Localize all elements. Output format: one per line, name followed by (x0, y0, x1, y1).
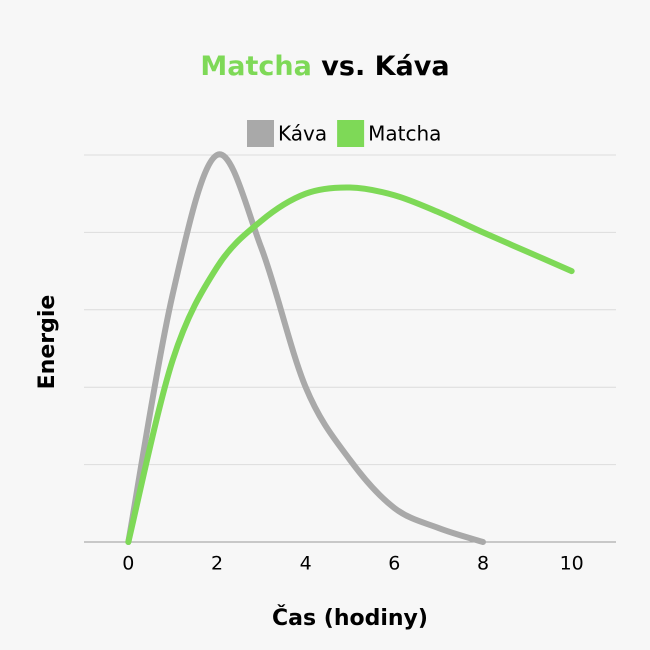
y-axis-label: Energie (35, 295, 60, 390)
x-tick-label: 4 (300, 553, 312, 575)
line-series (125, 184, 575, 545)
legend-swatch (247, 120, 274, 147)
x-tick-label: 8 (477, 553, 489, 575)
x-tick-label: 0 (122, 553, 134, 575)
legend: Káva Matcha (247, 120, 441, 147)
line-series (125, 151, 486, 545)
x-tick-label: 10 (560, 553, 584, 575)
x-tick-label: 6 (388, 553, 400, 575)
title-highlight: Matcha (200, 51, 311, 82)
legend-label: Káva (278, 122, 327, 146)
chart-title: Matcha vs. Káva (200, 51, 449, 82)
title-rest: vs. Káva (321, 51, 449, 82)
x-axis-label: Čas (hodiny) (272, 605, 428, 631)
legend-label: Matcha (368, 122, 441, 146)
legend-swatch (337, 120, 365, 147)
x-tick-label: 2 (211, 553, 223, 575)
